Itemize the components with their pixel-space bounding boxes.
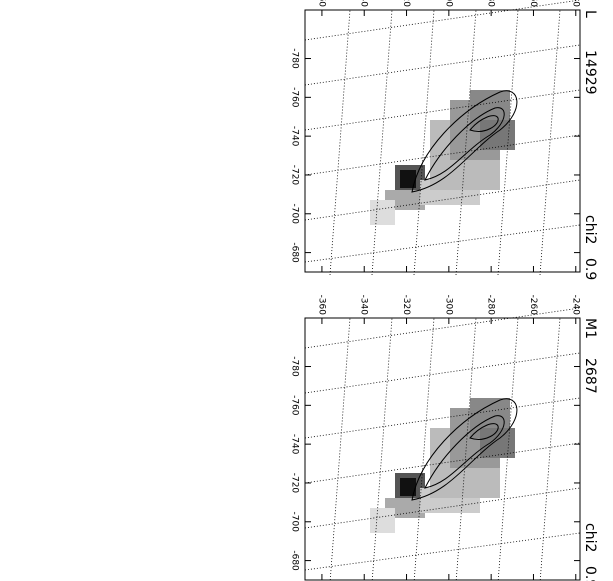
panel-title: chi2 xyxy=(582,523,598,552)
x-tick-label: -680 xyxy=(290,550,300,571)
y-tick-label: -340 xyxy=(359,0,369,7)
x-tick-label: -740 xyxy=(290,434,300,455)
y-tick-label: -240 xyxy=(570,0,580,7)
y-tick-label: -240 xyxy=(570,295,580,316)
x-tick-label: -680 xyxy=(290,242,300,263)
panel-title: M1 xyxy=(582,318,598,339)
x-tick-label: -740 xyxy=(290,126,300,147)
x-tick-label: -720 xyxy=(290,165,300,186)
panel-decor-0 xyxy=(304,0,581,276)
panel-title: 2687 xyxy=(582,358,598,394)
y-tick-label: -280 xyxy=(486,295,496,316)
x-tick-label: -760 xyxy=(290,87,300,108)
y-tick-label: -320 xyxy=(401,295,411,316)
panel-title: 0.9 xyxy=(582,258,598,280)
x-tick-label: -700 xyxy=(290,512,300,533)
plot-frame xyxy=(304,317,581,581)
panel-title: chi2 xyxy=(582,215,598,244)
plot-frame xyxy=(304,9,581,273)
panel-title: L xyxy=(582,10,598,18)
y-tick-label: -300 xyxy=(443,0,453,7)
y-tick-label: -320 xyxy=(401,0,411,7)
y-tick-label: -300 xyxy=(443,295,453,316)
y-tick-label: -280 xyxy=(486,0,496,7)
x-tick-label: -780 xyxy=(290,48,300,69)
x-tick-label: -760 xyxy=(290,395,300,416)
panel: -780 -760 -740 -720 -700 -680 -360 -340 -320 -300… xyxy=(290,295,599,581)
y-tick-label: -360 xyxy=(316,0,326,7)
panel-title: 14929 xyxy=(582,50,598,95)
panel-decor-1 xyxy=(304,307,581,581)
y-tick-label: -340 xyxy=(359,295,369,316)
x-tick-label: -720 xyxy=(290,473,300,494)
panel: -780 -760 -740 -720 -700 -680 -360 -340 -320 -300… xyxy=(290,0,599,280)
y-tick-label: -260 xyxy=(528,295,538,316)
y-tick-label: -260 xyxy=(528,0,538,7)
y-tick-label: -360 xyxy=(316,295,326,316)
x-tick-label: -700 xyxy=(290,204,300,225)
panel-title: 0.9 xyxy=(582,566,598,581)
x-tick-label: -780 xyxy=(290,356,300,377)
